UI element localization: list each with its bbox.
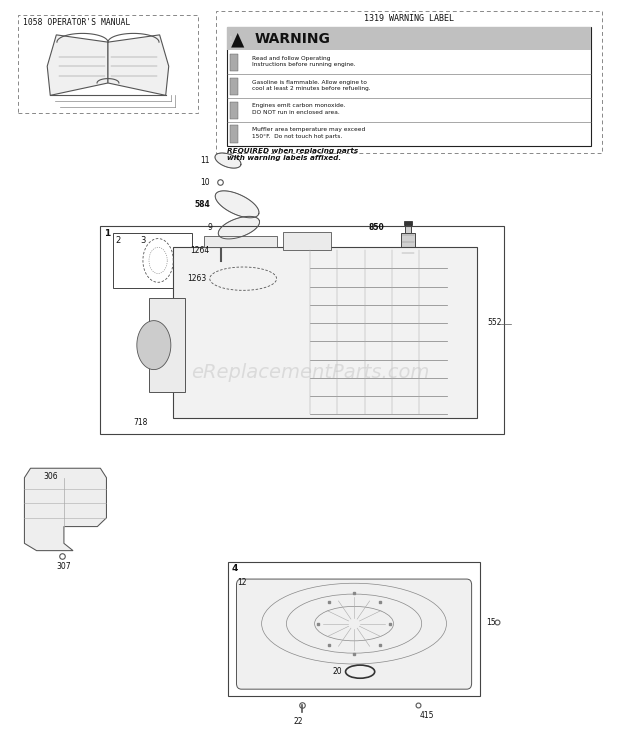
Text: 22: 22 bbox=[293, 717, 303, 726]
Text: 850: 850 bbox=[368, 223, 384, 232]
Bar bbox=[173, 246, 477, 418]
Bar bbox=[404, 221, 412, 225]
Text: eReplacementParts.com: eReplacementParts.com bbox=[191, 362, 429, 382]
Text: 9: 9 bbox=[208, 223, 213, 232]
Text: 12: 12 bbox=[237, 577, 247, 586]
Text: 584: 584 bbox=[194, 200, 210, 209]
Text: 1: 1 bbox=[104, 229, 110, 238]
Bar bbox=[401, 233, 415, 266]
Polygon shape bbox=[218, 217, 260, 239]
Bar bbox=[203, 236, 277, 246]
Bar bbox=[227, 27, 591, 146]
Text: 1264: 1264 bbox=[190, 246, 210, 255]
FancyBboxPatch shape bbox=[236, 579, 472, 689]
Bar bbox=[405, 224, 411, 233]
Text: 718: 718 bbox=[134, 417, 148, 427]
Polygon shape bbox=[137, 321, 171, 370]
Text: 10: 10 bbox=[200, 178, 210, 187]
Polygon shape bbox=[47, 35, 108, 95]
Text: Muffler area temperature may exceed
150°F.  Do not touch hot parts.: Muffler area temperature may exceed 150°… bbox=[252, 127, 366, 138]
Text: 552: 552 bbox=[487, 318, 502, 327]
Bar bbox=[283, 232, 331, 250]
Polygon shape bbox=[215, 153, 241, 168]
Text: Gasoline is flammable. Allow engine to
cool at least 2 minutes before refueling.: Gasoline is flammable. Allow engine to c… bbox=[252, 80, 371, 91]
Text: REQUIRED when replacing parts
with warning labels affixed.: REQUIRED when replacing parts with warni… bbox=[227, 147, 358, 161]
Polygon shape bbox=[215, 190, 259, 218]
Text: 15: 15 bbox=[486, 618, 496, 626]
Text: Engines emit carbon monoxide.
DO NOT run in enclosed area.: Engines emit carbon monoxide. DO NOT run… bbox=[252, 103, 346, 115]
Text: 2: 2 bbox=[115, 237, 120, 246]
Text: 306: 306 bbox=[44, 472, 58, 481]
Bar bbox=[230, 102, 237, 119]
Bar bbox=[227, 27, 591, 51]
Bar bbox=[112, 234, 192, 288]
Polygon shape bbox=[24, 468, 107, 551]
Text: !: ! bbox=[229, 36, 233, 45]
Text: 1319 WARNING LABEL: 1319 WARNING LABEL bbox=[364, 14, 454, 23]
Bar bbox=[228, 562, 480, 696]
Text: 415: 415 bbox=[419, 711, 434, 720]
Bar bbox=[216, 11, 601, 153]
Text: 307: 307 bbox=[56, 562, 71, 571]
Text: 20: 20 bbox=[332, 667, 342, 676]
Text: 1263: 1263 bbox=[187, 275, 206, 283]
Bar bbox=[230, 126, 237, 143]
Text: WARNING: WARNING bbox=[254, 32, 330, 46]
Polygon shape bbox=[231, 33, 244, 48]
Bar bbox=[100, 226, 505, 434]
Bar bbox=[218, 243, 225, 248]
Text: 1058 OPERATOR'S MANUAL: 1058 OPERATOR'S MANUAL bbox=[23, 18, 130, 27]
Bar bbox=[230, 54, 237, 71]
Text: 11: 11 bbox=[200, 156, 210, 165]
Text: 4: 4 bbox=[232, 565, 238, 574]
Bar bbox=[149, 298, 185, 392]
Text: 3: 3 bbox=[140, 237, 145, 246]
Bar bbox=[19, 15, 198, 113]
Text: Read and follow Operating
Instructions before running engine.: Read and follow Operating Instructions b… bbox=[252, 56, 356, 67]
Bar bbox=[230, 77, 237, 95]
Polygon shape bbox=[108, 35, 169, 95]
